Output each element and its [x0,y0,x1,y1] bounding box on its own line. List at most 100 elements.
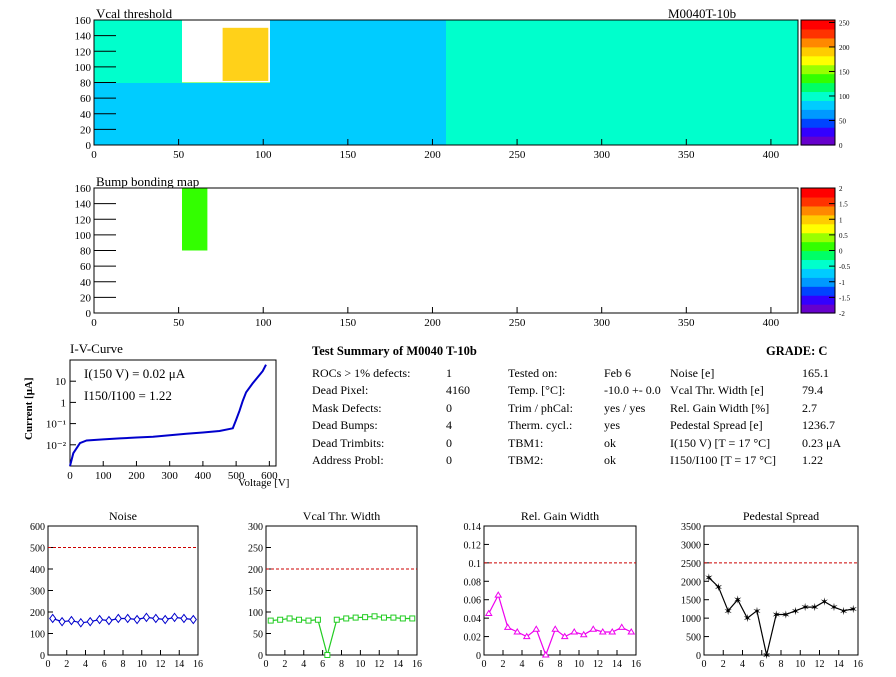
vcal-roc-cell [358,82,447,146]
summary-col3-value: 0.23 μA [802,435,842,450]
summary-col3-label: I150/I100 [T = 17 °C] [670,453,777,467]
vcal-colorbar-label: 200 [839,44,850,52]
summary-col3-row: Vcal Thr. Width [e] 79.4 [670,383,823,398]
small-plot-point [77,617,85,628]
small-plot-series-line [488,593,632,657]
summary-col2-value: -10.0 +- 0.0 [604,383,661,398]
vcal-ytick-label: 0 [86,140,92,152]
summary-col2-row: TBM1: ok [508,436,616,451]
small-plot-point [503,623,512,630]
summary-col1-value: 0 [446,400,452,415]
bump-colorbar-cell [801,277,835,287]
vcal-xtick-label: 300 [593,149,610,161]
small-plot-xtick-label: 6 [320,659,325,670]
vcal-colorbar-frame [800,19,836,146]
small-plot-point [305,617,312,624]
small-plot-ytick-label: 100 [30,630,45,641]
test-summary: Test Summary of M0040 T-10b GRADE: C ROC… [312,344,882,474]
summary-col3-row: Noise [e] 165.1 [670,366,829,381]
summary-col3-value: 1236.7 [802,418,835,433]
vcal-xtick-label: 350 [678,149,695,161]
vcal-roc-cell [534,20,623,83]
small-plot-point [484,609,493,617]
summary-col3-row: Pedestal Spread [e] 1236.7 [670,418,835,433]
summary-col2-row: TBM2: ok [508,453,616,468]
small-plot-point [617,623,626,630]
bump-xtick-label: 350 [678,317,695,329]
summary-col2-value: Feb 6 [604,366,631,380]
small-plot-ytick-label: 600 [30,522,45,533]
small-plot-xtick-label: 10 [795,659,805,670]
vcal-roc-cell [358,20,447,83]
small-plot-ytick-label: 200 [248,565,263,576]
summary-col1-row: Dead Pixel: 4160 [312,383,470,398]
small-plot-title: Rel. Gain Width [521,509,599,523]
iv-annotation-ratio: I150/I100 = 1.22 [84,388,172,403]
iv-xtick-label: 400 [195,470,212,482]
iv-series-line [69,364,267,467]
bump-xtick-label: 150 [340,317,357,329]
summary-col2-label: Temp. [°C]: [508,383,566,398]
small-plot-point [333,616,340,623]
small-plot-xtick-label: 10 [355,659,365,670]
small-plot-ytick-label: 1500 [681,596,701,607]
vcal-xtick-label: 250 [509,149,526,161]
bump-colorbar-cell [801,286,835,296]
vcal-xtick-label: 200 [424,149,441,161]
vcal-xtick-label: 50 [173,149,185,161]
small-plot-xtick-label: 0 [264,659,269,670]
small-plot-point [362,614,369,621]
vcal-ytick-label: 60 [80,93,92,105]
bump-colorbar-label: 1.5 [839,201,848,209]
small-plot-point [95,614,104,625]
vcal-threshold-panel: Vcal threshold M0040T-10b 0 50 100 150 200 25… [0,0,896,170]
vcal-ytick-label: 100 [75,62,92,74]
small-plot-frame [265,525,418,656]
small-plot-ytick-label: 2500 [681,559,701,570]
small-plot-xtick-label: 16 [412,659,422,670]
small-plot-point [124,613,132,624]
small-plot-point [589,625,598,632]
summary-col2-label: Therm. cycl.: [508,418,573,433]
bump-xtick-label: 100 [255,317,272,329]
small-plot-xtick-label: 6 [759,659,764,670]
small-plot-xtick-label: 14 [834,659,844,670]
summary-col1-row: Dead Trimbits: 0 [312,436,452,451]
bump-xtick-label: 300 [593,317,610,329]
vcal-roc-cell [446,82,535,146]
bump-dead-region [182,188,208,251]
iv-annotation-i150: I(150 V) = 0.02 μA [84,366,186,381]
small-plot-point [579,630,588,638]
small-plot-xtick-label: 10 [574,659,584,670]
summary-col3-value: 165.1 [802,366,829,380]
bump-colorbar-cell [801,268,835,278]
small-plot-xtick-label: 2 [501,659,506,670]
small-plot-ytick-label: 0 [476,651,481,662]
bump-colorbar-label: 1 [839,216,843,224]
vcal-ytick-label: 20 [80,124,92,136]
bump-colorbar-label: 0 [839,248,843,256]
vcal-colorbar-label: 150 [839,68,850,76]
small-plot-point [170,612,179,623]
small-plot-ytick-label: 150 [248,587,263,598]
vcal-ytick-label: 120 [75,46,92,58]
summary-col3-label: Noise [e] [670,366,715,380]
vcal-colorbar-cell [801,136,835,146]
small-plot-point [494,591,503,598]
small-plot-ytick-label: 400 [30,565,45,576]
summary-col2-row: Temp. [°C]: -10.0 +- 0.0 [508,383,661,398]
vcal-roc-cell [710,82,799,146]
bump-colorbar-cell [801,295,835,305]
small-plot-ytick-label: 300 [30,587,45,598]
summary-col2-label: Tested on: [508,366,558,380]
small-plot-point [409,615,416,622]
small-plot-ytick-label: 200 [30,608,45,619]
small-plot-xtick-label: 2 [282,659,287,670]
summary-col3-row: I150/I100 [T = 17 °C] 1.22 [670,453,823,468]
iv-xtick-label: 200 [128,470,145,482]
summary-col1-label: Mask Defects: [312,400,382,415]
small-plot-point [390,614,397,621]
bump-colorbar-cell [801,188,835,198]
small-plot-series-line [52,616,194,624]
summary-col2-row: Trim / phCal: yes / yes [508,401,645,416]
